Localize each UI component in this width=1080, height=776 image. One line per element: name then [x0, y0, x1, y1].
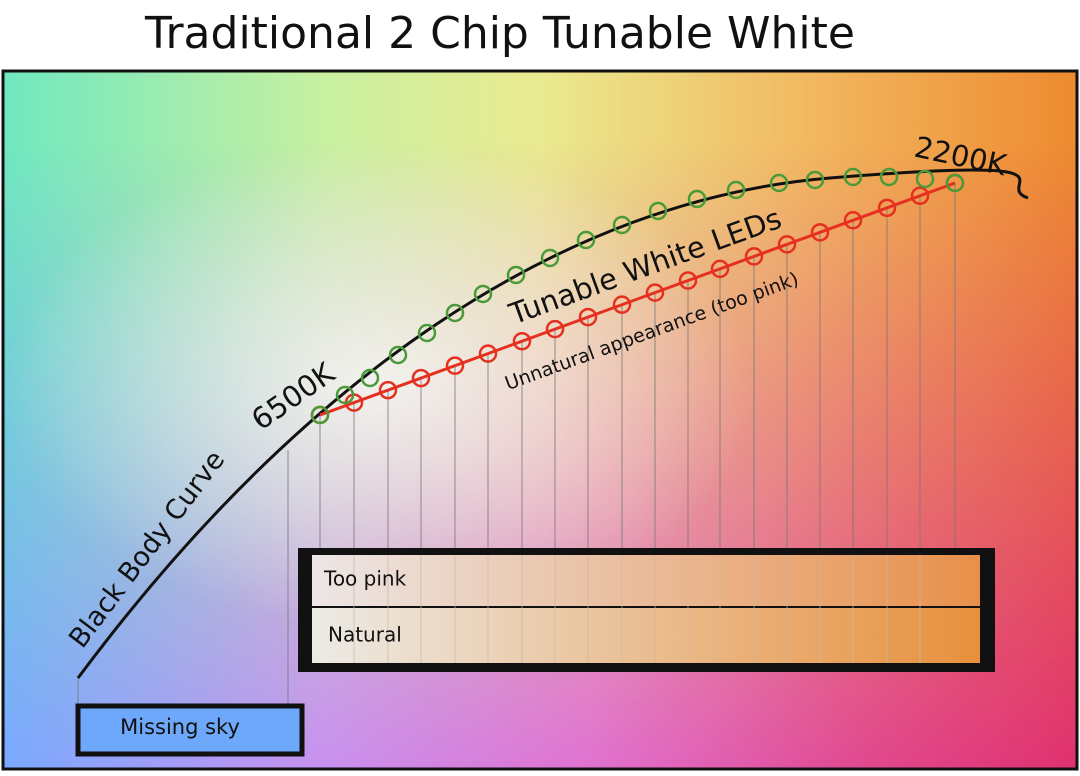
led-dot: [843, 211, 863, 230]
led-dot: [877, 198, 897, 218]
spectrum-background: [1, 69, 1079, 771]
led-dot: [411, 368, 431, 388]
curve-dot: [612, 215, 632, 235]
curve-dot: [417, 323, 437, 343]
curve-dot: [473, 284, 493, 304]
curve-dot: [726, 180, 746, 200]
curve-dot: [335, 385, 355, 405]
curve-dot: [843, 167, 863, 187]
curve-dot: [506, 265, 526, 285]
led-dot: [777, 235, 797, 254]
led-line: [319, 181, 956, 417]
row-label: Natural: [328, 623, 402, 647]
led-dot: [612, 295, 632, 314]
led-dot: [578, 307, 598, 327]
curve-dot: [360, 368, 380, 388]
led-dot: [445, 356, 465, 375]
curve-dot: [576, 230, 596, 250]
missing-box: Missing sky: [75, 703, 305, 757]
curve-dot: [540, 248, 560, 268]
led-dot: [378, 380, 398, 400]
title: Traditional 2 Chip Tunable White: [144, 8, 855, 59]
curve-dot: [769, 173, 789, 193]
curve-dot: [687, 189, 707, 209]
led-dot: [678, 271, 698, 290]
curve-dot: [388, 345, 408, 365]
led-dot: [645, 283, 665, 302]
black-body-curve: [76, 168, 1029, 679]
missing-label: Missing sky: [120, 715, 240, 739]
led-dot: [744, 247, 764, 266]
led-dot: [810, 223, 830, 242]
led-dot: [910, 186, 930, 206]
dots: [310, 167, 965, 425]
curve-dot: [945, 173, 965, 193]
curve-dot: [915, 169, 935, 189]
curve-dot: [879, 167, 899, 187]
curve-dot: [648, 201, 668, 221]
row-label: Too pink: [323, 567, 407, 591]
curve-dot: [445, 303, 465, 323]
curve-dot: [805, 170, 825, 190]
led-dot: [512, 331, 532, 351]
led-dot: [478, 344, 498, 363]
led-dot: [545, 319, 565, 339]
led-dot: [710, 259, 730, 279]
swatch: Too pink Natural: [298, 548, 995, 672]
projection-lines: [77, 183, 956, 705]
curve-dot: [310, 405, 330, 425]
